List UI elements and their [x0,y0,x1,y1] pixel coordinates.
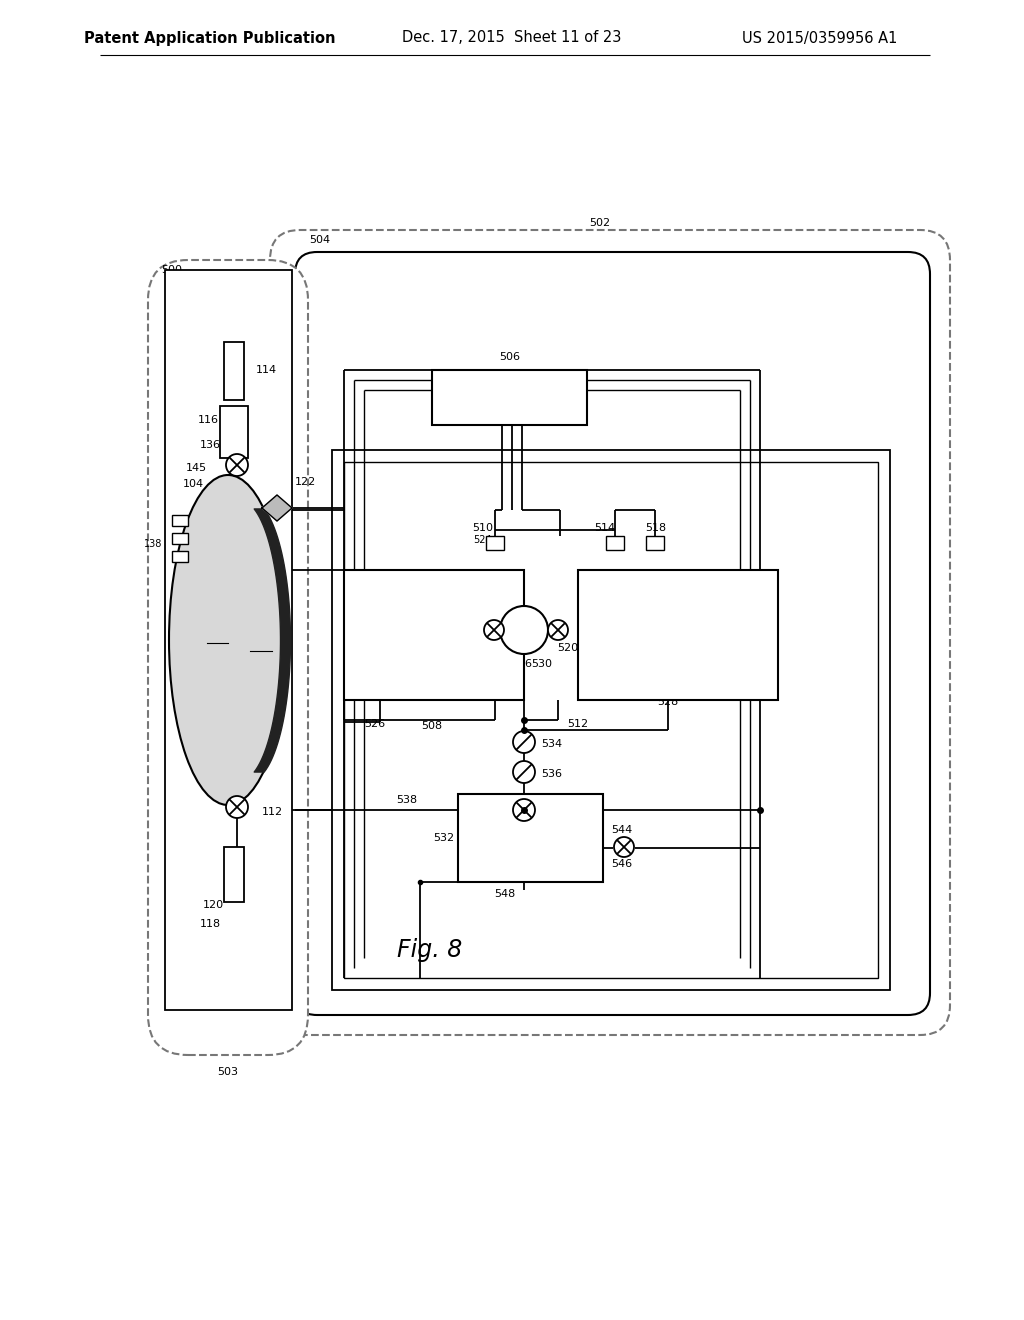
Bar [578,570,778,700]
Bar [486,536,504,550]
Text: 520: 520 [557,643,579,653]
Text: PUMP: PUMP [508,624,540,635]
Text: 542: 542 [494,821,515,832]
Text: Dec. 17, 2015  Sheet 11 of 23: Dec. 17, 2015 Sheet 11 of 23 [402,30,622,45]
Bar [172,533,188,544]
Text: 503: 503 [217,1067,239,1077]
Text: 534: 534 [542,739,562,748]
Bar [220,407,248,458]
Text: 104: 104 [182,479,204,488]
Text: PROCESSOR: PROCESSOR [467,391,552,404]
Text: 530: 530 [531,659,553,669]
Text: 510: 510 [472,523,494,533]
Text: 120: 120 [203,900,223,909]
Text: NEGATIVE TANK: NEGATIVE TANK [629,628,727,642]
Text: 136: 136 [200,440,220,450]
Text: 112: 112 [262,807,283,817]
Text: 532: 532 [433,833,455,843]
Text: 116: 116 [198,414,218,425]
Circle shape [614,837,634,857]
Text: 108: 108 [208,630,228,640]
Ellipse shape [169,475,287,805]
FancyBboxPatch shape [270,230,950,1035]
Text: 536: 536 [542,770,562,779]
Text: REFERENCE: REFERENCE [494,821,567,834]
Text: 544: 544 [611,825,633,836]
Text: 522: 522 [471,643,493,653]
Bar [224,342,244,400]
Text: 524: 524 [474,535,493,545]
Text: Fig. 8: Fig. 8 [397,939,463,962]
Text: 122: 122 [295,477,316,487]
Circle shape [226,796,248,818]
Circle shape [513,762,535,783]
Bar [344,462,878,978]
Text: 526: 526 [365,719,386,729]
Bar [646,536,664,550]
Polygon shape [262,495,292,521]
Text: 512: 512 [567,719,589,729]
Circle shape [500,606,548,653]
Text: 500: 500 [162,265,182,275]
Text: 514: 514 [595,523,615,533]
Text: 502: 502 [590,218,610,228]
Circle shape [484,620,504,640]
FancyBboxPatch shape [295,252,930,1015]
Text: 114: 114 [256,366,278,375]
Text: 528: 528 [657,697,679,708]
Bar [165,271,292,1010]
Circle shape [513,799,535,821]
Text: 506: 506 [499,352,520,362]
Text: 138: 138 [143,539,162,549]
Text: 110: 110 [250,639,270,649]
Text: US 2015/0359956 A1: US 2015/0359956 A1 [742,30,898,45]
Text: 516: 516 [512,659,532,669]
Bar [172,515,188,525]
Bar [432,370,587,425]
Text: 508: 508 [422,721,442,731]
Text: 538: 538 [396,795,418,805]
Text: 118: 118 [200,919,220,929]
Text: 145: 145 [185,463,207,473]
FancyBboxPatch shape [148,260,308,1055]
Bar [458,795,603,882]
Bar [332,450,890,990]
Bar [172,550,188,562]
Text: Patent Application Publication: Patent Application Publication [84,30,336,45]
Circle shape [513,731,535,752]
Bar [344,570,524,700]
Text: 546: 546 [611,859,633,869]
Circle shape [548,620,568,640]
Text: POSITIVE TANK: POSITIVE TANK [387,628,480,642]
Bar [606,536,624,550]
Circle shape [226,454,248,477]
Text: CHAMBER: CHAMBER [499,842,562,854]
Text: 504: 504 [309,235,331,246]
Bar [224,847,244,902]
Text: 540: 540 [494,803,515,813]
Text: 518: 518 [645,523,667,533]
Text: 548: 548 [495,888,516,899]
